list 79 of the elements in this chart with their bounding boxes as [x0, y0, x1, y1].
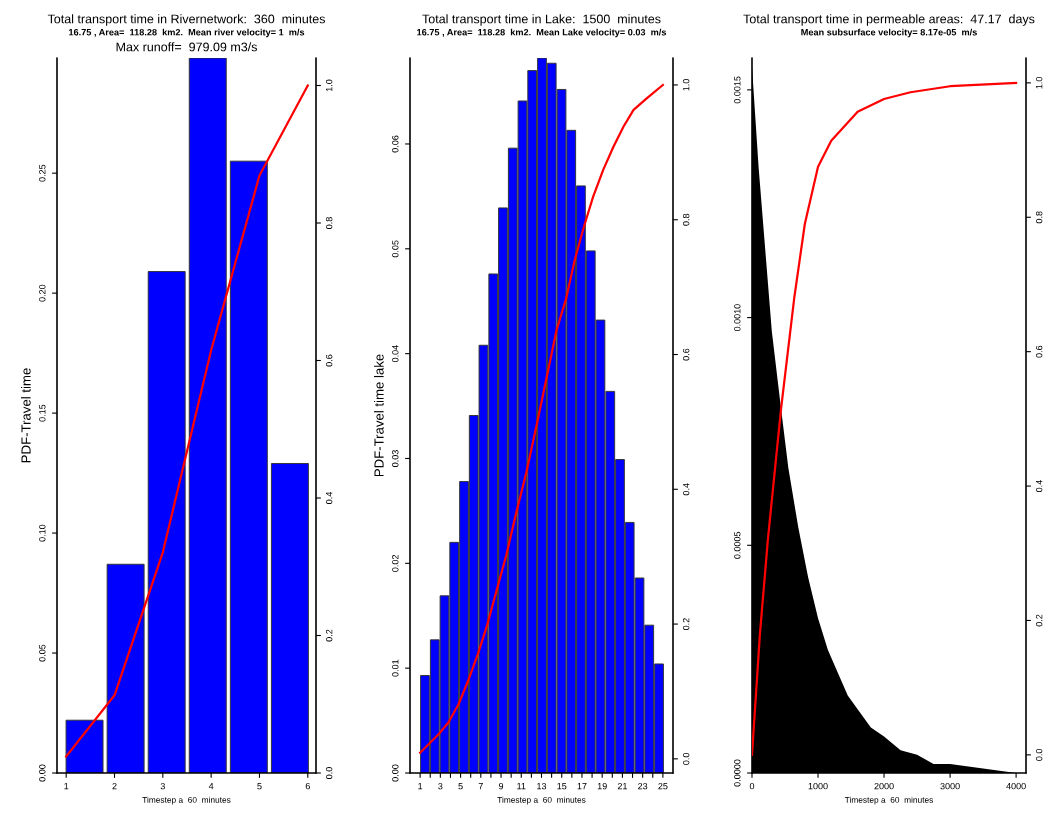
y2-tick-label: 0.4	[325, 491, 333, 504]
y2-tick-label: 0.8	[325, 217, 333, 229]
x-tick-label: 9	[498, 782, 504, 790]
y-tick-label: 0.0010	[734, 304, 741, 332]
y2-tick-label: 0.8	[1035, 211, 1043, 224]
y-tick-label: 0.03	[392, 450, 399, 467]
x-tick-label: 17	[577, 783, 587, 790]
y-tick-label: 0.06	[392, 135, 399, 153]
y-tick-label: 0.04	[392, 345, 399, 363]
x-tick-label: 2000	[874, 782, 894, 790]
x-tick-label: 3	[160, 782, 165, 790]
chart-subtitle: 16.75 , Area= 118.28 km2. Mean Lake velocity= 0.03 m/s	[417, 28, 667, 38]
x-tick-label: 3	[438, 782, 443, 790]
x-tick-label: 21	[617, 782, 627, 790]
x-tick-label: 23	[638, 782, 648, 790]
y2-tick-label: 0.0	[1035, 748, 1043, 761]
x-tick-label: 4	[208, 783, 214, 790]
y2-tick-label: 0.6	[1035, 345, 1043, 358]
y2-tick-label: 0.8	[682, 213, 690, 226]
chart-title: Total transport time in Rivernetwork: 360 minutes	[47, 14, 325, 26]
bar	[147, 271, 186, 773]
chart-title: Total transport time in permeable areas: 47.17 days	[743, 14, 1035, 26]
y-axis-title: PDF-Travel time lake	[374, 354, 384, 477]
y2-tick-label: 0.4	[682, 483, 690, 496]
y-tick-label: 0.02	[392, 554, 399, 572]
y-tick-label: 0.00	[39, 764, 46, 782]
x-tick-label: 11	[517, 783, 526, 790]
x-tick-label: 1	[418, 783, 423, 790]
x-axis-title: Timestep a 60 minutes	[142, 796, 231, 805]
x-tick-label: 25	[658, 782, 668, 790]
y-tick-label: 0.0005	[734, 531, 741, 559]
y2-tick-label: 0.0	[325, 767, 333, 779]
y-tick-label: 0.15	[39, 404, 46, 422]
x-tick-label: 0	[749, 782, 755, 790]
x-tick-label: 5	[257, 783, 262, 790]
bar	[188, 58, 227, 773]
x-tick-label: 1000	[808, 782, 828, 790]
y-tick-label: 0.00	[392, 764, 399, 782]
y-tick-label: 0.05	[392, 240, 399, 258]
x-axis-title: Timestep a 60 minutes	[497, 796, 586, 805]
bar	[270, 463, 309, 773]
x-tick-label: 7	[478, 783, 483, 790]
y-tick-label: 0.0015	[734, 76, 741, 104]
y2-tick-label: 1.0	[682, 79, 690, 91]
x-tick-label: 15	[557, 783, 567, 790]
x-tick-label: 3000	[940, 782, 960, 790]
y2-tick-label: 0.0	[682, 752, 690, 765]
y-tick-label: 0.0000	[734, 759, 741, 787]
bar	[229, 160, 268, 773]
y2-tick-label: 0.6	[682, 348, 690, 361]
y2-tick-label: 0.6	[325, 354, 333, 367]
y2-tick-label: 0.2	[682, 618, 690, 630]
chart-subtitle: 16.75 , Area= 118.28 km2. Mean river velocity= 1 m/s	[69, 28, 305, 38]
chart-title: Total transport time in Lake: 1500 minutes	[422, 14, 661, 26]
x-tick-label: 1	[64, 783, 69, 790]
y-tick-label: 0.05	[39, 644, 46, 662]
chart-subtitle: Mean subsurface velocity= 8.17e-05 m/s	[801, 28, 977, 38]
y2-tick-label: 0.2	[1035, 614, 1043, 627]
y2-tick-label: 1.0	[1035, 76, 1043, 89]
y2-tick-label: 0.2	[325, 629, 333, 642]
x-tick-label: 13	[537, 782, 547, 790]
x-axis-title: Timestep a 60 minutes	[844, 796, 934, 805]
y-tick-label: 0.20	[39, 284, 46, 302]
x-tick-label: 19	[597, 782, 607, 790]
line-series	[65, 84, 309, 758]
y2-tick-label: 0.4	[1035, 480, 1043, 492]
y-tick-label: 0.10	[39, 524, 46, 542]
y2-tick-label: 1.0	[325, 79, 333, 92]
x-tick-label: 5	[458, 783, 463, 790]
y-tick-label: 0.01	[392, 659, 399, 677]
x-tick-label: 6	[305, 782, 310, 790]
y-axis-title: PDF-Travel time	[21, 368, 31, 463]
line-series	[419, 83, 664, 754]
bar	[106, 563, 145, 773]
x-tick-label: 2	[112, 782, 117, 790]
y-tick-label: 0.25	[39, 164, 46, 182]
text: Max runoff= 979.09 m3/s	[116, 42, 257, 52]
bar	[65, 719, 104, 773]
x-tick-label: 4000	[1006, 782, 1026, 790]
